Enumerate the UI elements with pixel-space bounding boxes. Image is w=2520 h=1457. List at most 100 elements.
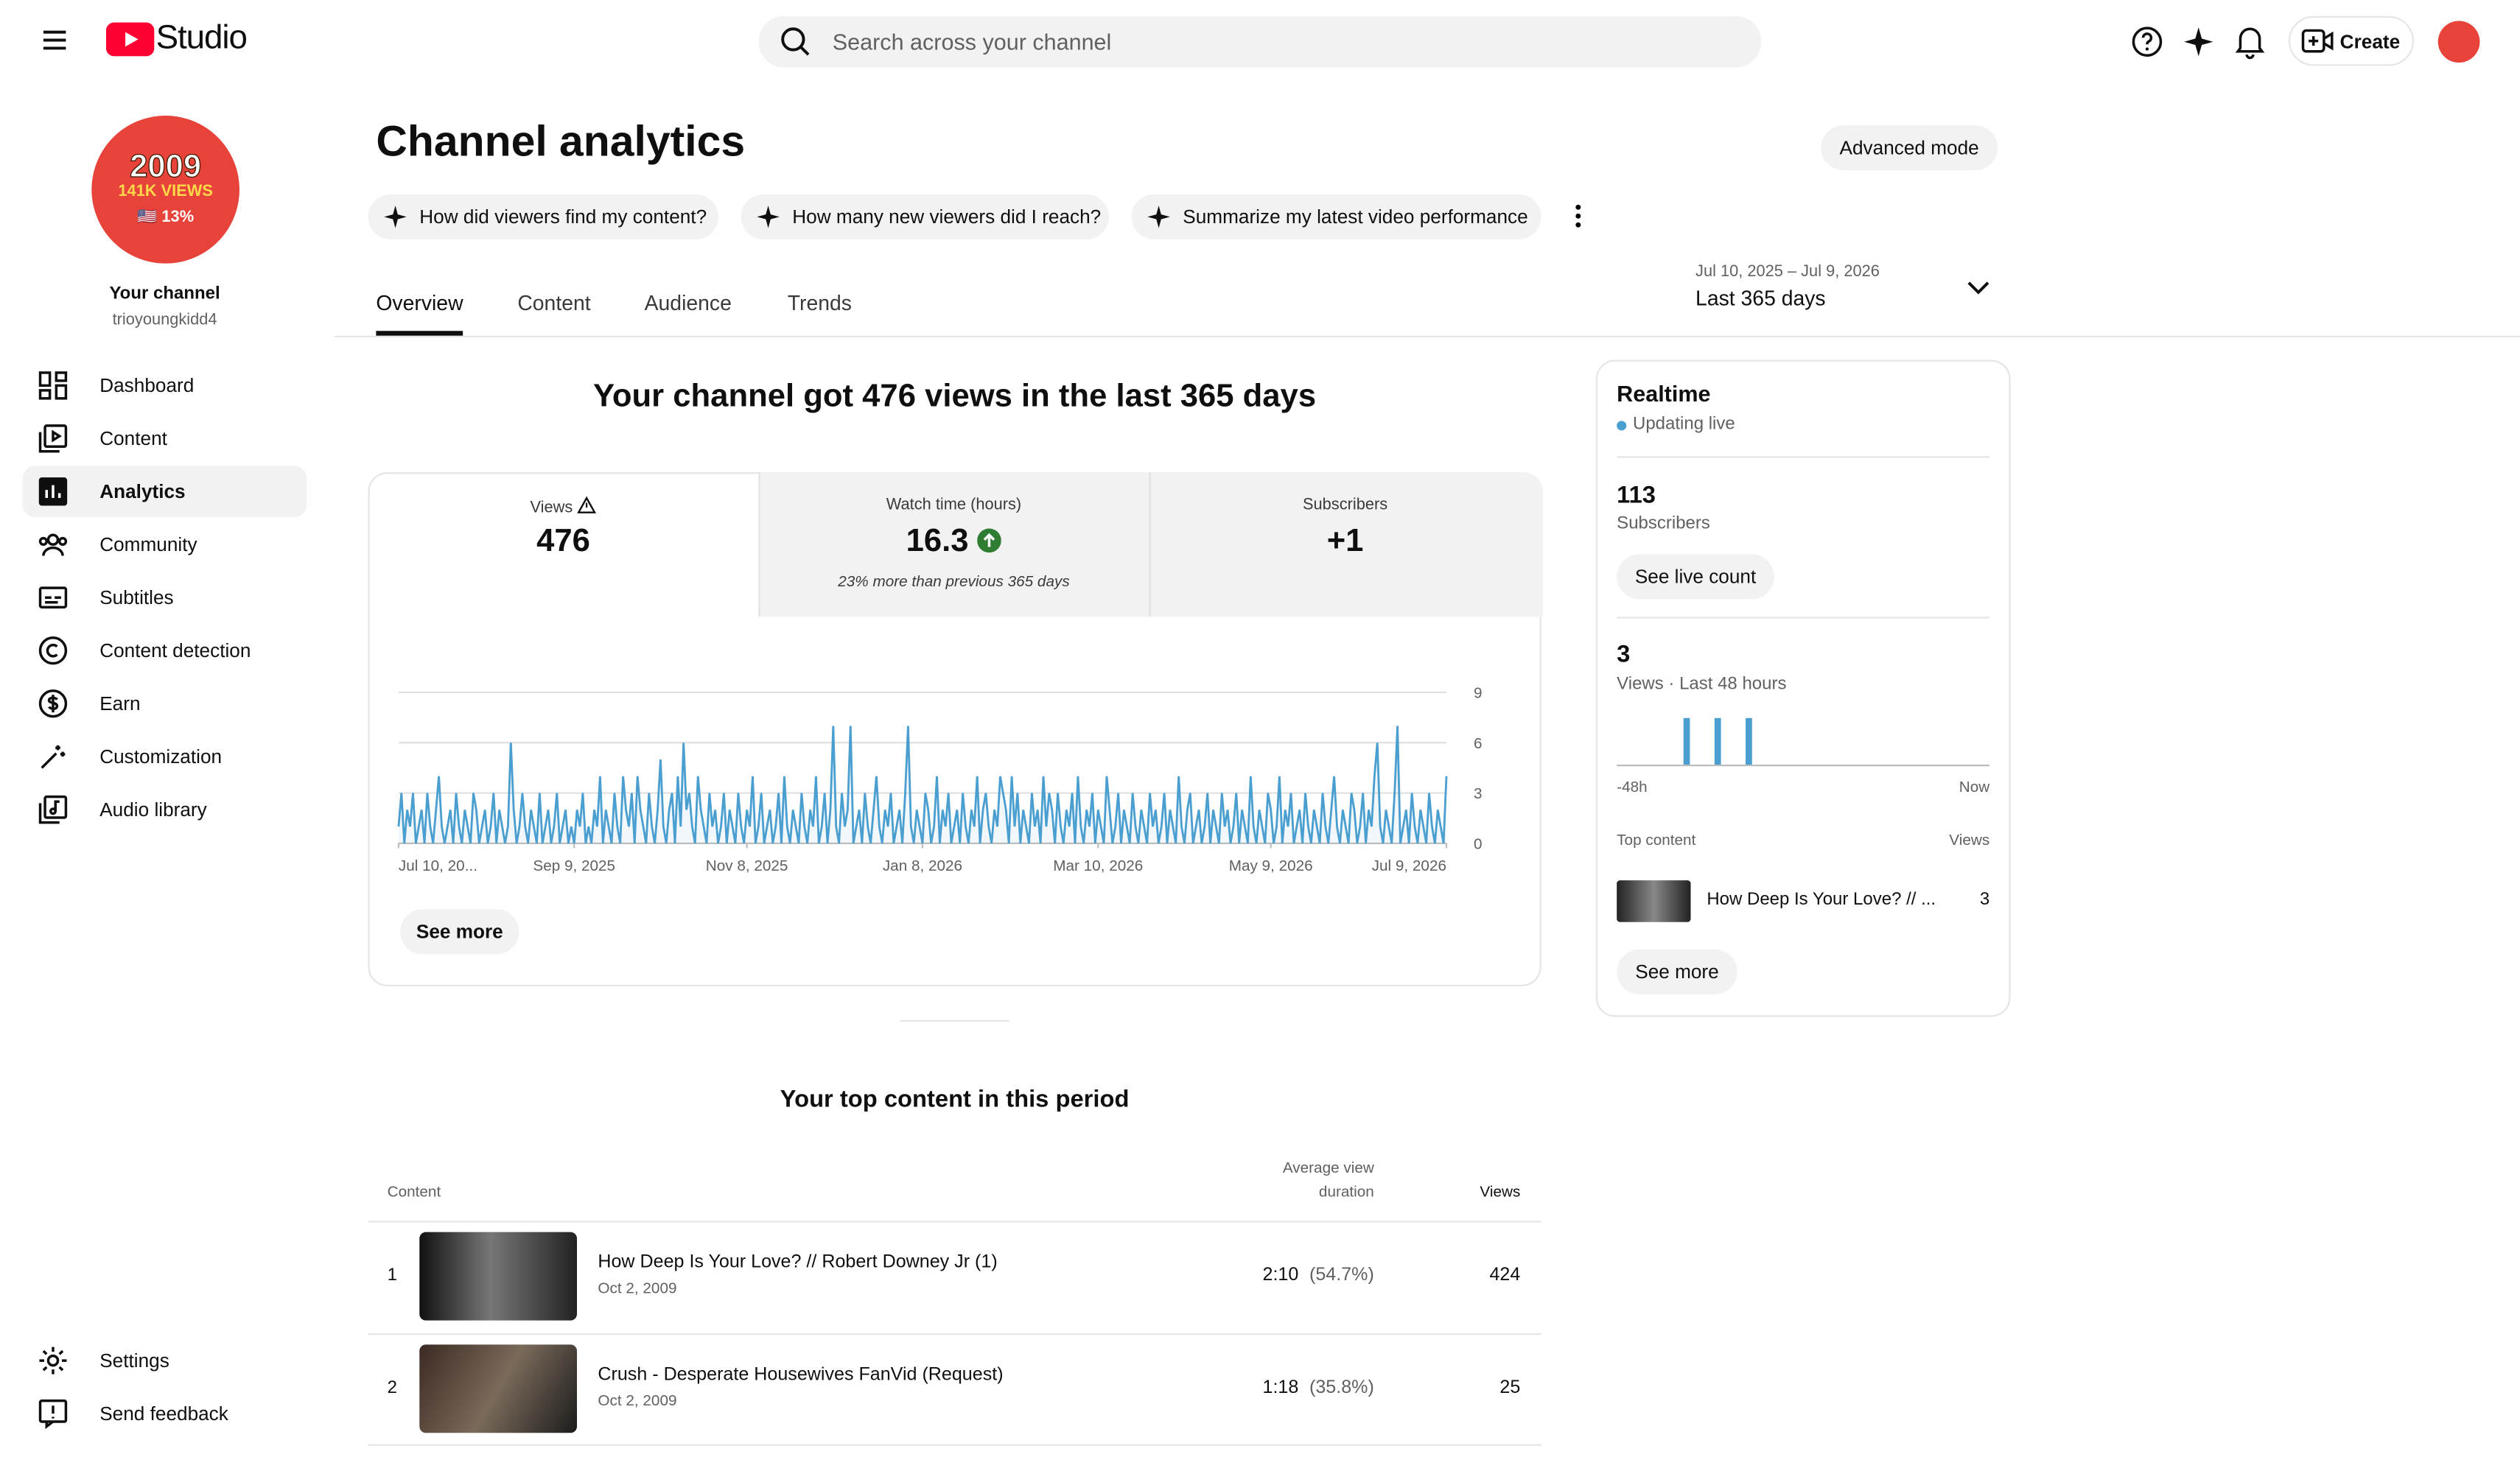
prompt-chip[interactable]: How did viewers find my content?: [368, 194, 718, 239]
thumbnail[interactable]: [1617, 880, 1691, 922]
search-box[interactable]: [758, 15, 1762, 68]
see-more-button[interactable]: See more: [1617, 949, 1737, 994]
y-tick-label: 0: [1474, 836, 1483, 853]
y-tick-label: 6: [1474, 735, 1483, 752]
live-count-button[interactable]: See live count: [1617, 554, 1774, 600]
up-icon: [977, 528, 1002, 553]
prompt-chip[interactable]: Summarize my latest video performance: [1131, 194, 1541, 239]
tab[interactable]: Content: [517, 290, 591, 315]
avatar-share: 🇺🇸 13%: [137, 208, 195, 227]
video-title[interactable]: How Deep Is Your Love? // Robert Downey …: [598, 1253, 998, 1273]
tab[interactable]: Trends: [787, 290, 852, 315]
metric-value-row: 16.3: [758, 524, 1149, 561]
realtime-status: Updating live: [1632, 414, 1735, 434]
video-title[interactable]: Crush - Desperate Housewives FanVid (Req…: [598, 1365, 1004, 1385]
create-icon[interactable]: [2301, 29, 2334, 53]
x-tick-label: Sep 9, 2025: [533, 857, 615, 874]
metric-label[interactable]: Watch time (hours): [886, 496, 1022, 514]
metric-value: +1: [1326, 523, 1364, 559]
nav-icon: [38, 477, 68, 506]
search-icon[interactable]: [780, 26, 812, 58]
thumbnail[interactable]: [419, 1232, 578, 1321]
logo-text[interactable]: Studio: [155, 19, 248, 57]
prompt-text: Summarize my latest video performance: [1183, 206, 1528, 228]
y-tick-label: 3: [1474, 785, 1483, 802]
metric-label-text: Views: [530, 499, 573, 518]
nav-item[interactable]: Customization: [99, 745, 223, 768]
bar: [1746, 717, 1752, 765]
more-icon[interactable]: [1569, 203, 1588, 231]
page-title: Channel analytics: [376, 117, 746, 166]
divider: [1617, 617, 1990, 619]
x-tick-label: Jul 10, 20...: [399, 857, 477, 874]
create-button[interactable]: [2288, 15, 2415, 66]
x-tick-label: Mar 10, 2026: [1053, 857, 1143, 874]
prompt-text: How many new viewers did I reach?: [792, 206, 1102, 228]
row-divider: [368, 1444, 1541, 1446]
warning-icon: [577, 496, 597, 513]
video-views: 25: [1499, 1378, 1521, 1398]
date-period[interactable]: Last 365 days: [1695, 286, 1826, 310]
avatar-views: 141K VIEWS: [118, 183, 213, 201]
metric-label[interactable]: Views: [368, 496, 758, 517]
nav-item[interactable]: Analytics: [99, 480, 186, 503]
nav-icon: [39, 1347, 67, 1375]
notifications-icon[interactable]: [2234, 24, 2267, 60]
help-icon[interactable]: [2131, 26, 2163, 58]
nav-item[interactable]: Content detection: [99, 639, 251, 662]
nav-item[interactable]: Community: [99, 533, 197, 556]
video-views: 424: [1489, 1265, 1521, 1285]
table-header: Views: [1480, 1184, 1521, 1202]
see-more-button[interactable]: See more: [400, 909, 519, 955]
table-header: Content: [387, 1184, 441, 1202]
subscriber-count: 113: [1617, 482, 1656, 510]
sparkle-icon: [1147, 206, 1170, 228]
avg-duration: 1:18: [1262, 1378, 1299, 1398]
section-divider: [900, 1019, 1009, 1022]
nav-item[interactable]: Dashboard: [99, 374, 195, 397]
bar: [1683, 717, 1690, 765]
date-chevron[interactable]: [1967, 279, 1990, 295]
logo-icon[interactable]: [105, 22, 155, 57]
realtime-card: [1595, 359, 2011, 1017]
top-content-header: Top content: [1617, 832, 1696, 850]
nav-item[interactable]: Earn: [99, 692, 141, 715]
thumbnail[interactable]: [419, 1344, 578, 1433]
nav-icon: [38, 533, 68, 556]
prompt-chip[interactable]: How many new viewers did I reach?: [741, 194, 1109, 239]
menu-icon[interactable]: [38, 24, 71, 57]
row-divider: [368, 1333, 1541, 1335]
prompt-text: How did viewers find my content?: [419, 206, 707, 228]
create-label[interactable]: Create: [2339, 30, 2401, 53]
nav-icon: [38, 689, 68, 718]
tab-underline: [376, 331, 463, 336]
account-avatar[interactable]: [2437, 21, 2480, 63]
table-header: Average view: [1282, 1159, 1374, 1178]
y-tick-label: 9: [1474, 685, 1483, 702]
nav-item[interactable]: Send feedback: [99, 1402, 228, 1425]
top-video-title[interactable]: How Deep Is Your Love? // ...: [1707, 890, 1936, 910]
nav-item[interactable]: Audio library: [99, 798, 207, 821]
nav-item[interactable]: Settings: [99, 1349, 169, 1372]
search-placeholder[interactable]: Search across your channel: [832, 29, 1112, 55]
realtime-title: Realtime: [1617, 380, 1711, 407]
avg-percent: (35.8%): [1309, 1378, 1374, 1398]
date-range[interactable]: Jul 10, 2025 – Jul 9, 2026: [1695, 263, 1880, 281]
tab[interactable]: Overview: [376, 290, 463, 315]
row-divider: [368, 1221, 1541, 1223]
channel-handle: trioyoungkidd4: [112, 312, 217, 330]
nav-item[interactable]: Subtitles: [99, 586, 174, 609]
nav-item[interactable]: Content: [99, 427, 167, 450]
nav-icon: [38, 371, 68, 400]
axis-start-label: -48h: [1617, 779, 1648, 797]
realtime-chart: [1617, 717, 1990, 767]
headline: Your channel got 476 views in the last 3…: [593, 379, 1317, 415]
bar: [1714, 717, 1721, 765]
advanced-mode-button[interactable]: Advanced mode: [1821, 125, 1998, 171]
sparkle-icon[interactable]: [2183, 26, 2215, 58]
row-rank: 1: [387, 1265, 398, 1285]
metric-label[interactable]: Subscribers: [1302, 496, 1388, 514]
channel-avatar[interactable]: [91, 116, 239, 264]
tab[interactable]: Audience: [644, 290, 732, 315]
